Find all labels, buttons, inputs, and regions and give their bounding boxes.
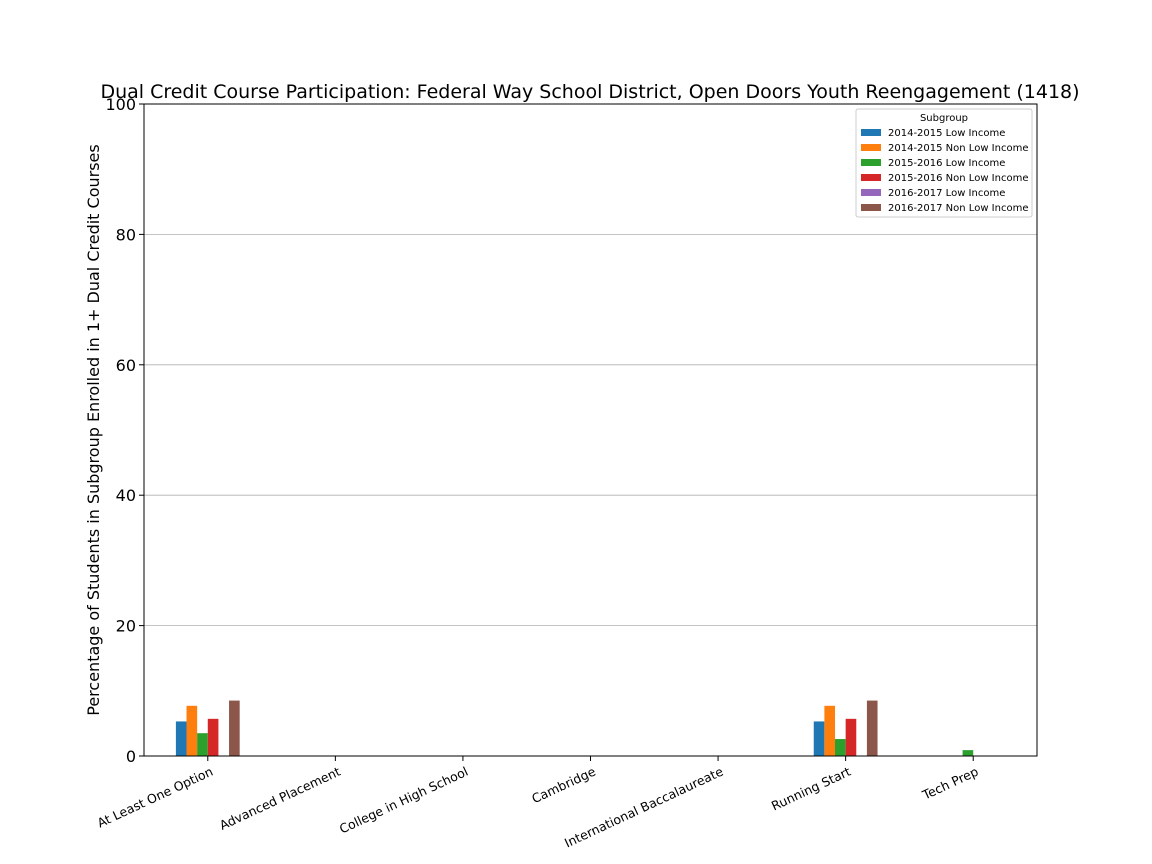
bar bbox=[962, 750, 974, 756]
x-tick-label: At Least One Option bbox=[95, 764, 215, 831]
bar bbox=[186, 705, 198, 756]
gridlines bbox=[144, 233, 1037, 626]
x-tick-label: Running Start bbox=[769, 764, 853, 814]
legend-swatch bbox=[861, 204, 881, 211]
x-tick-label: Cambridge bbox=[529, 764, 598, 807]
legend-swatch bbox=[861, 189, 881, 196]
x-tick-label: Tech Prep bbox=[919, 764, 980, 803]
y-axis-label: Percentage of Students in Subgroup Enrol… bbox=[84, 144, 103, 715]
bar bbox=[824, 705, 836, 756]
legend-title: Subgroup bbox=[920, 113, 968, 124]
x-tick-label: College in High School bbox=[337, 764, 470, 837]
legend-box bbox=[855, 108, 1033, 218]
legend-entry: 2016-2017 Low Income bbox=[888, 188, 1005, 199]
y-tick-label: 60 bbox=[116, 356, 136, 375]
bar bbox=[207, 718, 219, 756]
legend-entry: 2016-2017 Non Low Income bbox=[888, 203, 1028, 214]
x-tick-label: Advanced Placement bbox=[217, 764, 343, 833]
legend: Subgroup 2014-2015 Low Income 2014-2015 No… bbox=[855, 108, 1033, 218]
bar bbox=[835, 739, 846, 756]
legend-swatch bbox=[861, 159, 881, 166]
x-axis: At Least One Option Advanced PlacementCol… bbox=[95, 756, 981, 850]
legend-swatch bbox=[861, 144, 881, 151]
legend-entry: 2014-2015 Low Income bbox=[888, 128, 1005, 139]
y-tick-label: 0 bbox=[126, 747, 136, 766]
bar bbox=[845, 718, 857, 756]
legend-entry: 2014-2015 Non Low Income bbox=[888, 143, 1028, 154]
bar bbox=[175, 721, 187, 756]
y-tick-label: 40 bbox=[116, 486, 136, 505]
bar bbox=[197, 733, 208, 756]
bar bbox=[813, 721, 825, 756]
legend-entry: 2015-2016 Low Income bbox=[888, 158, 1005, 169]
y-tick-label: 100 bbox=[105, 95, 136, 114]
bar bbox=[866, 700, 878, 756]
legend-entry: 2015-2016 Non Low Income bbox=[888, 173, 1028, 184]
y-axis: 0 20 40 60 80 100 bbox=[105, 95, 144, 766]
legend-swatch bbox=[861, 174, 881, 181]
legend-swatch bbox=[861, 129, 881, 136]
y-tick-label: 80 bbox=[116, 225, 136, 244]
bars bbox=[175, 700, 974, 756]
chart-title: Dual Credit Course Participation: Federa… bbox=[100, 81, 1079, 103]
y-tick-label: 20 bbox=[116, 617, 136, 636]
bar bbox=[229, 700, 240, 756]
